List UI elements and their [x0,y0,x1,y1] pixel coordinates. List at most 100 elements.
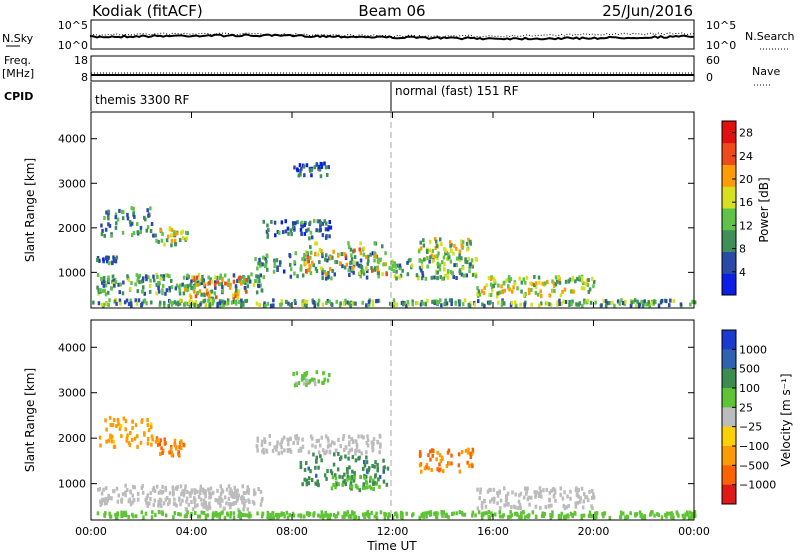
range-gate-cell [688,515,691,520]
range-gate-cell [305,478,309,483]
range-gate-cell [542,513,546,518]
range-gate-cell [335,482,339,487]
range-gate-cell [215,295,218,300]
range-gate-cell [682,515,686,520]
range-gate-cell [347,241,350,246]
colorbar-swatch [722,142,736,165]
range-gate-cell [112,439,115,444]
range-gate-cell [360,270,363,275]
range-gate-cell [210,289,214,294]
range-gate-cell [128,220,132,224]
range-gate-cell [429,449,432,454]
range-gate-cell [204,494,207,499]
range-gate-cell [516,512,519,517]
range-gate-cell [338,303,342,308]
range-gate-cell [360,451,364,456]
range-gate-cell [601,512,604,517]
range-gate-cell [178,285,181,290]
range-gate-cell [384,512,388,517]
range-gate-cell [211,512,215,517]
range-gate-cell [254,491,257,496]
range-gate-cell [194,300,198,304]
range-gate-cell [489,277,493,282]
range-gate-cell [458,258,462,263]
range-gate-cell [191,300,194,305]
range-gate-cell [348,465,351,470]
range-gate-cell [563,287,567,292]
range-gate-cell [114,280,118,284]
range-gate-cell [175,301,178,306]
range-gate-cell [419,302,423,307]
range-gate-cell [496,291,500,296]
range-gate-cell [341,514,344,519]
range-gate-cell [259,489,263,494]
range-gate-cell [99,288,102,293]
range-gate-cell [348,273,351,277]
range-gate-cell [211,301,215,306]
range-gate-cell [303,173,306,178]
range-gate-cell [98,486,102,491]
range-gate-cell [401,512,404,517]
nsearch-tick-top: 10^5 [706,19,736,32]
range-gate-cell [431,448,435,453]
range-gate-cell [282,512,285,516]
range-gate-cell [467,447,470,452]
freq-label-line1: Freq. [4,54,31,67]
range-gate-cell [320,458,323,463]
range-gate-cell [221,278,224,283]
range-gate-cell [305,269,308,273]
range-gate-cell [183,287,187,292]
range-gate-cell [445,301,449,306]
range-gate-cell [433,511,436,516]
range-gate-cell [102,276,106,280]
range-gate-cell [173,443,177,448]
range-gate-cell [621,301,625,305]
range-gate-cell [416,276,420,281]
range-gate-cell [256,438,260,443]
range-gate-cell [145,301,148,306]
range-gate-cell [436,301,439,306]
range-gate-cell [203,293,206,298]
range-gate-cell [363,460,366,464]
range-gate-cell [365,266,368,271]
colorbar-swatch [722,330,736,350]
range-gate-cell [169,299,172,304]
range-gate-cell [220,511,223,516]
range-gate-cell [233,485,237,490]
range-gate-cell [283,514,286,519]
range-gate-cell [182,442,185,447]
range-gate-cell [334,514,337,519]
range-gate-cell [448,240,452,245]
x-tick-label: 00:00 [678,525,710,538]
range-gate-cell [159,276,163,281]
range-gate-cell [273,445,277,450]
range-gate-cell [439,275,443,280]
range-gate-cell [420,267,423,272]
range-gate-cell [271,448,275,453]
range-gate-cell [156,438,159,443]
range-gate-cell [112,258,116,263]
range-gate-cell [435,299,438,304]
range-gate-cell [201,274,204,279]
range-gate-cell [348,440,351,445]
nsky-trace [90,33,695,41]
range-gate-cell [460,272,464,277]
beam-title: Beam 06 [358,2,425,20]
range-gate-cell [527,495,531,500]
range-gate-cell [426,264,429,269]
range-gate-cell [467,237,470,242]
range-gate-cell [320,435,324,440]
range-gate-cell [161,288,164,293]
range-gate-cell [665,514,668,519]
range-gate-cell [327,227,330,232]
range-gate-cell [287,231,290,236]
range-gate-cell [429,457,432,462]
range-gate-cell [566,494,569,499]
range-gate-cell [691,299,694,304]
range-gate-cell [550,489,553,494]
range-gate-cell [427,466,431,471]
range-gate-cell [223,506,226,511]
range-gate-cell [105,439,108,444]
range-gate-cell [305,299,309,304]
range-gate-cell [366,438,370,443]
